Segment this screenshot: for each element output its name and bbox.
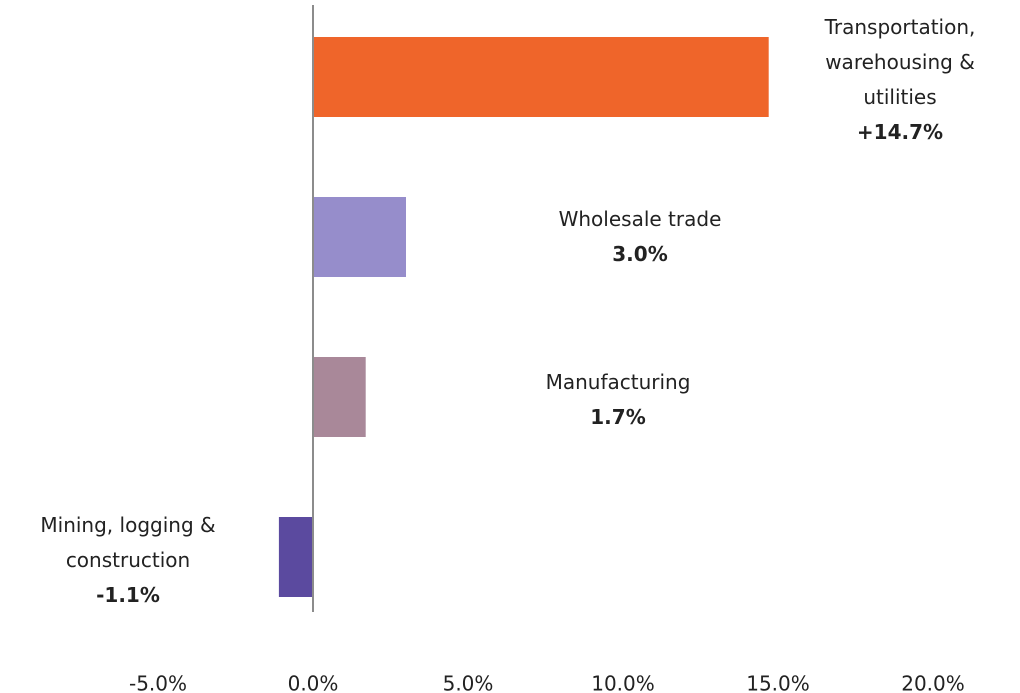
category-label: Manufacturing	[545, 370, 691, 394]
bar	[313, 37, 769, 117]
bar-label: Manufacturing 1.7%	[518, 365, 718, 435]
bar-label: Mining, logging & construction -1.1%	[28, 508, 228, 613]
value-label: 1.7%	[590, 405, 646, 429]
x-tick-label: 20.0%	[901, 672, 965, 693]
x-tick-label: 0.0%	[288, 672, 339, 693]
x-tick-label: 15.0%	[746, 672, 810, 693]
bar	[313, 197, 406, 277]
value-label: 3.0%	[612, 242, 668, 266]
x-tick-label: -5.0%	[129, 672, 187, 693]
x-tick-label: 10.0%	[591, 672, 655, 693]
bar	[313, 357, 366, 437]
value-label: -1.1%	[96, 583, 160, 607]
bar	[278, 517, 313, 597]
bar-label: Transportation, warehousing & utilities +…	[800, 10, 1000, 150]
value-label: +14.7%	[856, 120, 944, 144]
category-label: Wholesale trade	[558, 207, 722, 231]
x-tick-label: 5.0%	[443, 672, 494, 693]
bar-label: Wholesale trade 3.0%	[540, 202, 740, 272]
category-label: Mining, logging & construction	[40, 513, 216, 572]
category-label: Transportation, warehousing & utilities	[824, 15, 976, 109]
